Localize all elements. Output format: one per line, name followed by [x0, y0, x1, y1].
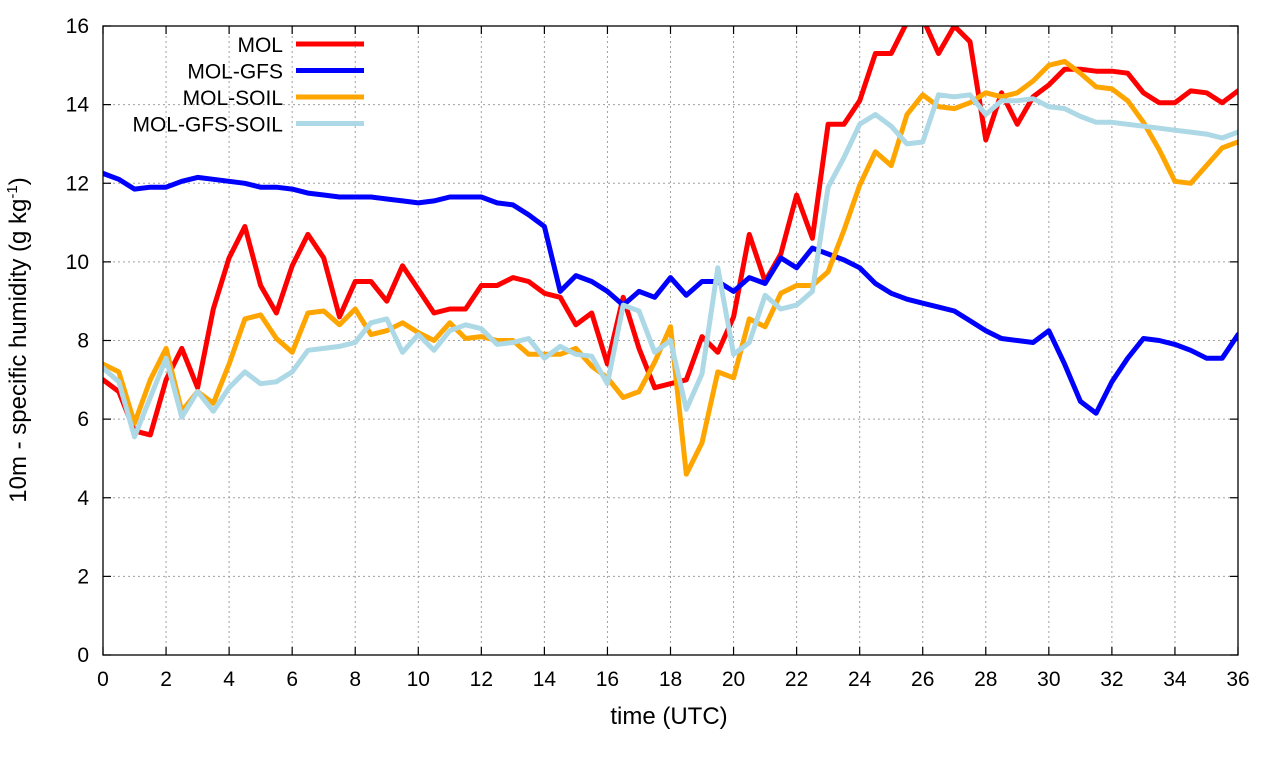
x-tick-label: 28	[974, 668, 997, 691]
y-tick-label: 2	[77, 565, 89, 588]
series-lines	[103, 26, 1238, 477]
x-tick-label: 36	[1226, 668, 1249, 691]
plot-frame	[102, 25, 1239, 656]
legend-label-mol-soil: MOL-SOIL	[183, 87, 283, 110]
series-line-mol	[103, 26, 1238, 438]
y-tick-label: 12	[66, 172, 89, 195]
x-tick-label: 14	[533, 668, 557, 691]
series-line-mol-soil	[103, 58, 1238, 477]
x-tick-label: 18	[659, 668, 682, 691]
legend-label-mol: MOL	[237, 34, 283, 57]
y-axis-label-suffix: )	[5, 177, 32, 185]
x-tick-label: 2	[160, 668, 172, 691]
y-tick-label: 14	[66, 94, 90, 117]
y-tick-labels: 0 2 4 6 8 10 12 14 16	[66, 15, 90, 667]
x-tick-label: 8	[349, 668, 361, 691]
x-axis-label: time (UTC)	[610, 703, 727, 730]
y-axis-label-superscript: -1	[4, 185, 21, 198]
x-tick-label: 30	[1037, 668, 1060, 691]
y-tick-label: 16	[66, 15, 89, 38]
x-tick-label: 6	[286, 668, 298, 691]
x-tick-label: 12	[470, 668, 493, 691]
x-tick-label: 20	[722, 668, 745, 691]
x-tick-label: 10	[407, 668, 430, 691]
y-axis-label-prefix: 10m - specific humidity (g kg	[5, 199, 32, 503]
series-line-mol-gfs	[103, 170, 1238, 416]
x-tick-label: 24	[848, 668, 872, 691]
y-tick-label: 6	[77, 408, 89, 431]
y-tick-label: 10	[66, 251, 89, 274]
x-tick-labels: 0 2 4 6 8 10 12 14 16 18 20 22 24 26 28 30 32 34 36	[97, 668, 1250, 691]
x-tick-label: 32	[1100, 668, 1123, 691]
x-tick-label: 0	[97, 668, 109, 691]
x-tick-label: 26	[911, 668, 934, 691]
y-tick-label: 0	[77, 644, 89, 667]
y-tick-label: 4	[77, 487, 89, 510]
axis-ticks	[102, 25, 1239, 656]
x-tick-label: 22	[785, 668, 808, 691]
y-axis-label: 10m - specific humidity (g kg-1)	[4, 177, 32, 502]
series-line-mol-gfs-soil	[103, 92, 1238, 440]
legend: MOL MOL-GFS MOL-SOIL MOL-GFS-SOIL	[132, 34, 364, 137]
y-tick-label: 8	[77, 330, 89, 353]
x-tick-label: 34	[1163, 668, 1187, 691]
x-tick-label: 16	[596, 668, 619, 691]
x-tick-label: 4	[223, 668, 235, 691]
legend-label-mol-gfs-soil: MOL-GFS-SOIL	[132, 114, 283, 137]
legend-label-mol-gfs: MOL-GFS	[187, 61, 283, 84]
